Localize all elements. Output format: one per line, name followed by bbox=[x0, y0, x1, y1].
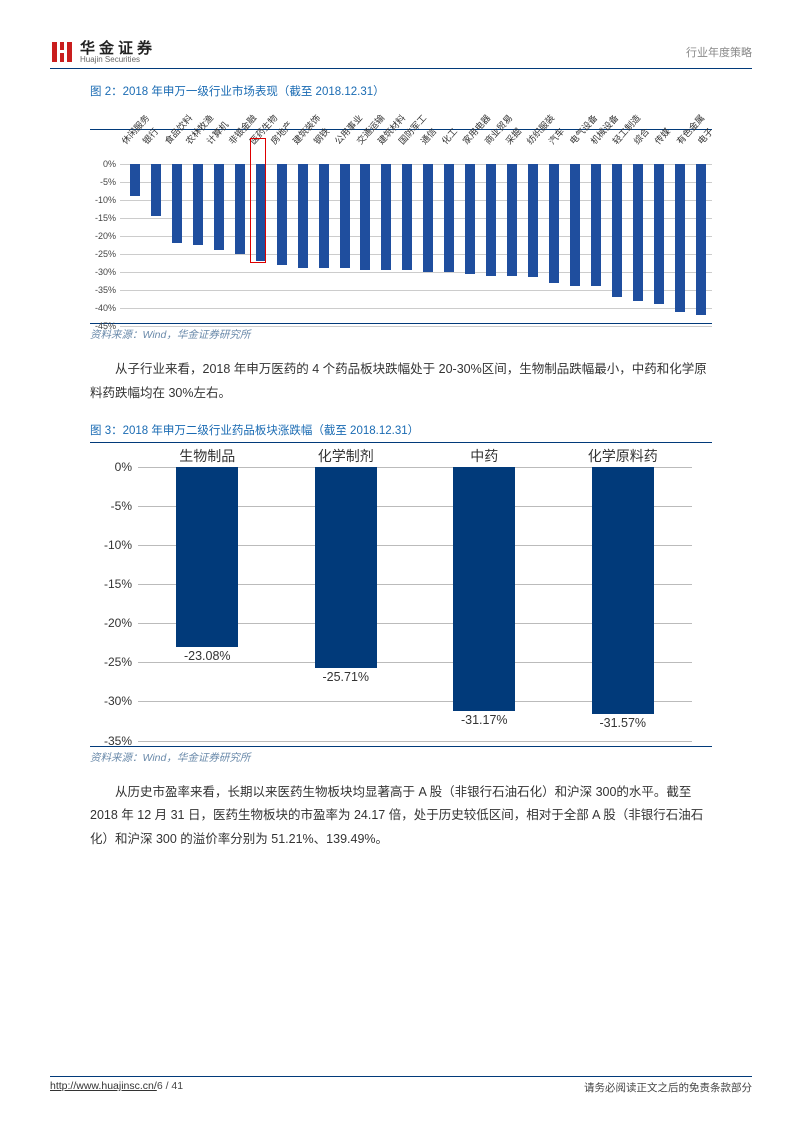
page-header: 华金证券 Huajin Securities 行业年度策略 bbox=[50, 40, 752, 69]
chart2-category: 化学制剂 bbox=[318, 447, 374, 467]
chart1-bar bbox=[214, 164, 224, 250]
chart2-value-label: -25.71% bbox=[322, 670, 369, 684]
chart1-bar bbox=[528, 164, 538, 277]
chart1-bar bbox=[654, 164, 664, 304]
chart1-bar bbox=[549, 164, 559, 283]
chart2: 0%-5%-10%-15%-20%-25%-30%-35%生物制品-23.08%… bbox=[90, 442, 712, 742]
chart2-source: 资料来源：Wind，华金证券研究所 bbox=[90, 746, 712, 765]
chart2-category: 化学原料药 bbox=[588, 447, 658, 467]
chart1-bar bbox=[633, 164, 643, 301]
logo-cn: 华金证券 bbox=[80, 41, 156, 56]
footer-disclaimer: 请务必阅读正文之后的免责条款部分 bbox=[584, 1080, 752, 1095]
logo-icon bbox=[50, 40, 74, 64]
header-category: 行业年度策略 bbox=[686, 44, 752, 60]
chart1-bar bbox=[235, 164, 245, 254]
chart1-bar bbox=[360, 164, 370, 270]
page-footer: http://www.huajinsc.cn/6 / 41 请务必阅读正文之后的… bbox=[50, 1076, 752, 1095]
chart1-bar bbox=[130, 164, 140, 196]
chart1-bar bbox=[696, 164, 706, 315]
chart1-bar bbox=[277, 164, 287, 265]
chart1-bar bbox=[675, 164, 685, 312]
chart2-title: 图 3：2018 年申万二级行业药品板块涨跌幅（截至 2018.12.31） bbox=[90, 422, 712, 438]
chart1-bar bbox=[507, 164, 517, 276]
chart1-bar bbox=[402, 164, 412, 270]
chart2-bar bbox=[592, 467, 654, 714]
chart1-xlabel: 传媒 bbox=[652, 125, 674, 147]
chart2-bar bbox=[176, 467, 238, 648]
logo-en: Huajin Securities bbox=[80, 56, 156, 64]
chart2-category: 生物制品 bbox=[179, 447, 235, 467]
chart1-bar bbox=[444, 164, 454, 272]
chart1-bar bbox=[591, 164, 601, 286]
footer-page: 6 / 41 bbox=[157, 1080, 183, 1092]
paragraph-1: 从子行业来看，2018 年申万医药的 4 个药品板块跌幅处于 20-30%区间，… bbox=[90, 358, 712, 406]
chart1-bar bbox=[340, 164, 350, 268]
chart1-bar bbox=[381, 164, 391, 270]
chart1-xlabel: 化工 bbox=[438, 125, 460, 147]
chart1-bar bbox=[151, 164, 161, 216]
chart2-value-label: -31.57% bbox=[599, 716, 646, 730]
footer-url: http://www.huajinsc.cn/ bbox=[50, 1080, 157, 1092]
chart1-title: 图 2：2018 年申万一级行业市场表现（截至 2018.12.31） bbox=[90, 83, 712, 99]
chart2-value-label: -23.08% bbox=[184, 649, 231, 663]
chart1-bar bbox=[193, 164, 203, 245]
chart1-bar bbox=[172, 164, 182, 243]
chart1-bar bbox=[319, 164, 329, 268]
logo: 华金证券 Huajin Securities bbox=[50, 40, 156, 64]
chart1-bar bbox=[465, 164, 475, 274]
chart1-bar bbox=[256, 164, 266, 261]
paragraph-2: 从历史市盈率来看，长期以来医药生物板块均显著高于 A 股（非银行石油石化）和沪深… bbox=[90, 781, 712, 852]
chart2-category: 中药 bbox=[470, 447, 498, 467]
chart1: 0%-5%-10%-15%-20%-25%-30%-35%-40%-45%休闲服… bbox=[90, 129, 712, 319]
chart1-bar bbox=[486, 164, 496, 276]
chart1-bar bbox=[570, 164, 580, 286]
chart1-bar bbox=[612, 164, 622, 297]
chart2-bar bbox=[453, 467, 515, 711]
chart2-value-label: -31.17% bbox=[461, 713, 508, 727]
chart2-bar bbox=[315, 467, 377, 668]
chart1-bar bbox=[423, 164, 433, 272]
chart1-bar bbox=[298, 164, 308, 268]
